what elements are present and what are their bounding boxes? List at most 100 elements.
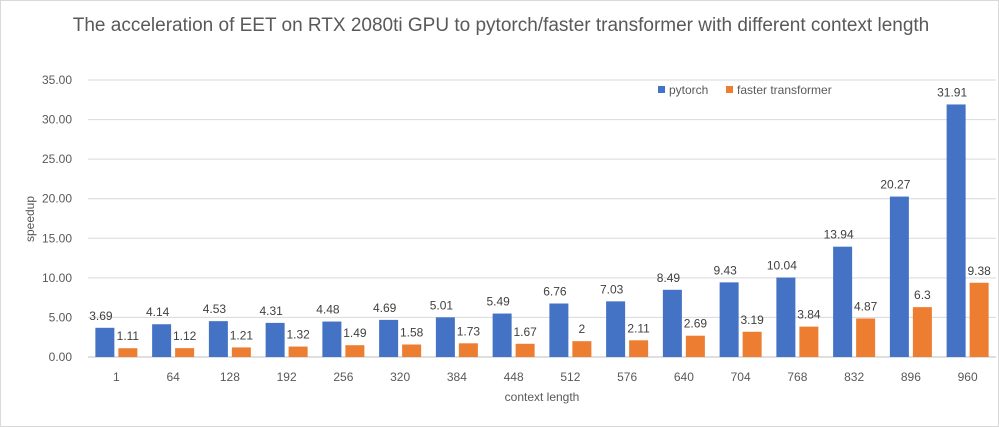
data-label: 5.49 <box>486 295 510 309</box>
data-label: 4.48 <box>316 303 340 317</box>
data-label: 1.12 <box>173 329 197 343</box>
x-tick-label: 960 <box>958 370 978 384</box>
data-label: 9.43 <box>713 263 737 277</box>
legend: pytorch faster transformer <box>658 83 832 97</box>
data-label: 1.58 <box>400 325 424 339</box>
x-tick-label: 832 <box>844 370 864 384</box>
data-label: 2.11 <box>627 321 650 335</box>
x-tick-label: 1 <box>113 370 120 384</box>
y-tick-label: 10.00 <box>42 271 72 285</box>
bar-faster-transformer <box>515 343 535 357</box>
data-label: 31.91 <box>937 85 967 99</box>
bar-faster-transformer <box>969 282 989 357</box>
legend-swatch-pytorch <box>658 86 665 93</box>
bar-pytorch <box>95 327 115 357</box>
data-label: 1.32 <box>286 328 310 342</box>
data-label: 6.3 <box>914 288 931 302</box>
x-tick-label: 768 <box>787 370 807 384</box>
data-label: 1.11 <box>117 329 140 343</box>
x-tick-label: 896 <box>901 370 921 384</box>
bar-faster-transformer <box>912 307 932 357</box>
legend-label: pytorch <box>669 83 708 97</box>
y-tick-label: 15.00 <box>42 231 72 245</box>
bar-faster-transformer <box>629 340 649 357</box>
bar-faster-transformer <box>118 348 138 357</box>
bar-pytorch <box>833 246 853 357</box>
bar-pytorch <box>322 321 342 357</box>
data-label: 5.01 <box>430 298 454 312</box>
y-axis-ticks: 0.00 5.00 10.00 15.00 20.00 25.00 30.00 35.00 <box>42 73 72 364</box>
data-label: 13.94 <box>824 228 854 242</box>
bar-pytorch <box>606 301 626 357</box>
bar-pytorch <box>776 277 796 357</box>
x-tick-label: 640 <box>674 370 694 384</box>
x-tick-label: 576 <box>617 370 637 384</box>
x-tick-label: 320 <box>390 370 410 384</box>
bar-faster-transformer <box>685 335 705 357</box>
x-tick-label: 64 <box>166 370 180 384</box>
bar-faster-transformer <box>175 348 195 357</box>
x-tick-label: 192 <box>277 370 297 384</box>
bar-pytorch <box>435 317 455 357</box>
data-label: 4.87 <box>854 299 878 313</box>
y-tick-label: 20.00 <box>42 192 72 206</box>
data-label: 3.84 <box>797 308 821 322</box>
data-label: 3.19 <box>740 313 764 327</box>
bar-faster-transformer <box>402 344 422 357</box>
gridlines <box>88 79 996 358</box>
data-label: 4.53 <box>203 302 227 316</box>
x-tick-label: 448 <box>504 370 524 384</box>
legend-label: faster transformer <box>737 83 832 97</box>
data-label: 20.27 <box>880 178 910 192</box>
x-axis-ticks: 1 64 128 192 256 320 384 448 512 576 640 704 768 832 8… <box>113 370 978 384</box>
y-tick-label: 35.00 <box>42 73 72 87</box>
bar-pytorch <box>549 303 569 357</box>
bar-pytorch <box>492 313 512 357</box>
bar-faster-transformer <box>572 341 592 357</box>
bar-pytorch <box>946 104 966 357</box>
bar-faster-transformer <box>856 318 876 357</box>
bar-faster-transformer <box>799 326 819 357</box>
data-label: 9.38 <box>967 264 991 278</box>
bar-faster-transformer <box>288 346 308 357</box>
x-tick-label: 704 <box>731 370 751 384</box>
bar-faster-transformer <box>458 343 478 357</box>
bar-pytorch <box>662 289 682 357</box>
data-label: 8.49 <box>657 271 681 285</box>
data-label: 10.04 <box>767 259 797 273</box>
data-label: 7.03 <box>600 282 624 296</box>
bar-pytorch <box>152 324 172 357</box>
x-tick-label: 256 <box>333 370 353 384</box>
bar-faster-transformer <box>742 331 762 357</box>
y-axis-label: speedup <box>23 196 37 242</box>
bar-pytorch <box>208 321 228 357</box>
data-label: 2 <box>579 322 586 336</box>
legend-swatch-faster-transformer <box>726 86 733 93</box>
data-label: 1.67 <box>513 325 537 339</box>
data-label: 3.69 <box>89 309 113 323</box>
bar-faster-transformer <box>231 347 251 357</box>
bar-pytorch <box>889 196 909 357</box>
x-tick-label: 384 <box>447 370 467 384</box>
data-label: 4.31 <box>259 304 283 318</box>
data-label: 4.69 <box>373 301 397 315</box>
data-label: 2.69 <box>684 317 708 331</box>
y-tick-label: 25.00 <box>42 152 72 166</box>
bar-pytorch <box>719 282 739 357</box>
y-tick-label: 5.00 <box>49 310 73 324</box>
data-labels: 3.69 1.11 4.141.12 4.531.21 4.311.32 4.481.49… <box>89 85 991 343</box>
y-tick-label: 30.00 <box>42 113 72 127</box>
chart-title: The acceleration of EET on RTX 2080ti GP… <box>72 15 930 36</box>
y-tick-label: 0.00 <box>49 350 73 364</box>
bar-pytorch <box>379 319 399 357</box>
x-axis-label: context length <box>505 390 580 404</box>
bar-pytorch <box>265 322 285 357</box>
data-label: 1.49 <box>343 326 367 340</box>
data-label: 6.76 <box>543 284 567 298</box>
x-tick-label: 128 <box>220 370 240 384</box>
x-tick-label: 512 <box>560 370 580 384</box>
data-label: 1.73 <box>457 324 481 338</box>
data-label: 4.14 <box>146 305 170 319</box>
bar-faster-transformer <box>345 345 365 357</box>
